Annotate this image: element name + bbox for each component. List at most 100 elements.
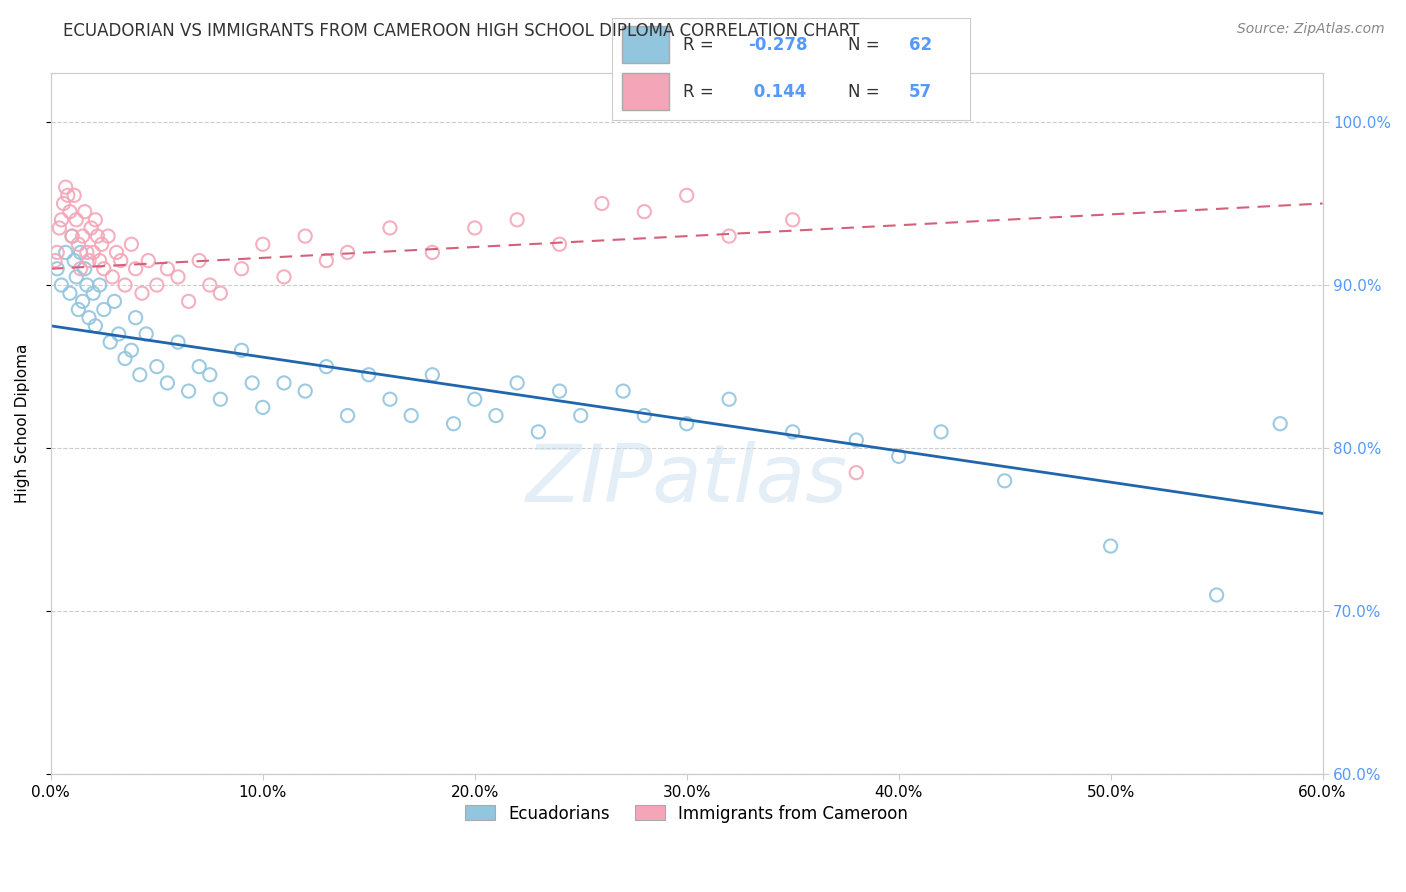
Point: [105, 245, 128, 260]
Point: [167, 335, 190, 350]
Point: [73, 261, 96, 276]
Point: [77, 253, 100, 268]
Point: [273, 269, 295, 284]
Point: [63, 188, 86, 202]
Point: [633, 204, 655, 219]
Text: ECUADORIAN VS IMMIGRANTS FROM CAMEROON HIGH SCHOOL DIPLOMA CORRELATION CHART: ECUADORIAN VS IMMIGRANTS FROM CAMEROON H…: [63, 22, 859, 40]
Point: [89, 253, 111, 268]
Point: [1205, 588, 1227, 602]
Text: ZIPatlas: ZIPatlas: [526, 441, 848, 519]
Text: 62: 62: [910, 36, 932, 54]
Point: [294, 384, 316, 398]
Point: [55, 245, 77, 260]
Point: [336, 409, 359, 423]
Point: [378, 221, 401, 235]
Text: -0.278: -0.278: [748, 36, 807, 54]
Point: [929, 425, 952, 439]
Point: [84, 212, 107, 227]
Point: [399, 409, 422, 423]
Point: [209, 392, 232, 407]
Point: [188, 359, 211, 374]
Point: [128, 368, 150, 382]
Point: [198, 278, 221, 293]
Point: [198, 368, 221, 382]
Point: [73, 204, 96, 219]
Point: [146, 359, 169, 374]
Point: [98, 335, 121, 350]
Point: [51, 278, 73, 293]
Point: [633, 409, 655, 423]
Point: [146, 278, 169, 293]
Text: R =: R =: [683, 36, 714, 54]
Point: [120, 237, 142, 252]
Point: [506, 376, 529, 390]
Point: [156, 376, 179, 390]
FancyBboxPatch shape: [623, 26, 669, 63]
Point: [86, 229, 108, 244]
Point: [77, 310, 100, 325]
Point: [72, 229, 94, 244]
Point: [46, 245, 69, 260]
Point: [422, 245, 444, 260]
Point: [156, 261, 179, 276]
Point: [82, 286, 104, 301]
Text: N =: N =: [848, 36, 880, 54]
Point: [612, 384, 634, 398]
Point: [114, 351, 136, 366]
Point: [464, 392, 486, 407]
Point: [527, 425, 550, 439]
Point: [63, 253, 86, 268]
Point: [67, 302, 90, 317]
Point: [59, 286, 82, 301]
Point: [60, 229, 83, 244]
Point: [124, 310, 146, 325]
Point: [315, 253, 337, 268]
Point: [135, 326, 157, 341]
Point: [240, 376, 263, 390]
Point: [591, 196, 613, 211]
Point: [124, 261, 146, 276]
Point: [485, 409, 508, 423]
Point: [103, 294, 125, 309]
Point: [69, 245, 91, 260]
Point: [1099, 539, 1122, 553]
Legend: Ecuadorians, Immigrants from Cameroon: Ecuadorians, Immigrants from Cameroon: [458, 798, 915, 830]
Point: [52, 196, 75, 211]
Text: Source: ZipAtlas.com: Source: ZipAtlas.com: [1237, 22, 1385, 37]
Point: [782, 212, 804, 227]
Point: [718, 229, 741, 244]
Point: [44, 253, 66, 268]
Point: [252, 237, 274, 252]
Point: [209, 286, 232, 301]
Point: [76, 278, 98, 293]
Point: [107, 326, 129, 341]
Point: [506, 212, 529, 227]
Point: [101, 269, 124, 284]
Point: [82, 245, 104, 260]
Point: [177, 294, 200, 309]
Point: [357, 368, 380, 382]
Point: [675, 188, 697, 202]
Point: [845, 433, 868, 447]
Point: [336, 245, 359, 260]
Point: [845, 466, 868, 480]
Point: [80, 221, 103, 235]
Point: [464, 221, 486, 235]
Point: [252, 401, 274, 415]
Point: [548, 237, 571, 252]
Point: [48, 221, 70, 235]
Point: [177, 384, 200, 398]
Point: [294, 229, 316, 244]
Point: [89, 278, 111, 293]
Point: [378, 392, 401, 407]
Text: 0.144: 0.144: [748, 83, 806, 101]
Point: [231, 261, 253, 276]
Point: [67, 237, 90, 252]
Point: [718, 392, 741, 407]
Point: [675, 417, 697, 431]
Point: [84, 318, 107, 333]
Point: [46, 261, 69, 276]
Point: [55, 180, 77, 194]
Point: [56, 188, 79, 202]
Point: [65, 212, 87, 227]
